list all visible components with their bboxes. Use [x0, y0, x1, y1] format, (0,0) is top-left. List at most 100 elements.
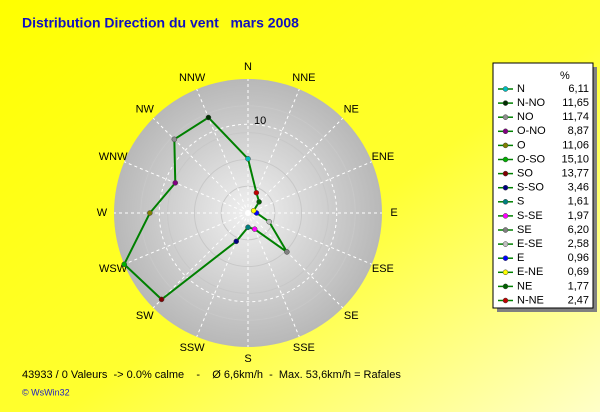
legend-label: O	[517, 139, 526, 151]
radar-marker	[256, 199, 262, 205]
legend-label: NE	[517, 280, 532, 292]
legend-marker	[502, 227, 509, 233]
radar-marker	[147, 210, 153, 216]
radar-marker	[245, 156, 251, 162]
chart-title: Distribution Direction du vent mars 2008	[22, 15, 299, 31]
legend-marker	[502, 142, 509, 149]
footer: 43933 / 0 Valeurs -> 0.0% calme - Ø 6,6k…	[22, 369, 401, 381]
legend-marker	[502, 184, 509, 191]
legend: N 6,11 N-NO 11,65 NO 11,74 O-NO 8,87 O 11,06 O-SO 1…	[498, 83, 589, 306]
radar-marker	[251, 226, 258, 232]
spoke	[247, 212, 300, 337]
spoke	[196, 89, 249, 214]
legend-label: N	[517, 83, 525, 95]
legend-marker	[502, 156, 509, 163]
axis-label: SE	[344, 310, 359, 322]
legend-value: 1,77	[568, 280, 589, 292]
legend-label: NO	[517, 111, 534, 123]
legend-label: SE	[517, 224, 532, 236]
radar-marker	[172, 180, 179, 186]
axis-label: E	[390, 207, 397, 219]
spoke	[152, 212, 249, 309]
legend-marker	[502, 213, 509, 219]
spoke	[247, 212, 344, 309]
legend-label: S-SO	[517, 182, 544, 194]
radar-marker	[266, 219, 272, 225]
legend-value: 3,46	[568, 182, 589, 194]
spoke	[124, 212, 249, 265]
legend-marker	[502, 283, 509, 290]
radar-marker	[284, 249, 290, 255]
legend-marker	[502, 297, 509, 304]
legend-value: 1,61	[568, 196, 589, 208]
radar-marker	[253, 189, 260, 196]
legend-value: 11,06	[562, 139, 589, 151]
legend-marker	[502, 255, 509, 261]
axis-label: W	[97, 207, 108, 219]
spoke	[247, 161, 372, 214]
legend-marker	[502, 128, 509, 135]
axis-label: SSE	[293, 342, 315, 354]
axis-label: WSW	[99, 263, 128, 275]
radar-marker	[245, 224, 251, 231]
legend-value: 2,47	[568, 294, 589, 306]
radar-marker	[171, 136, 178, 143]
legend-marker	[502, 170, 509, 177]
radar-band	[140, 105, 356, 321]
legend-value: 0,69	[568, 266, 589, 278]
axis-label: S	[244, 353, 251, 365]
legend-value: 6,20	[568, 224, 589, 236]
legend-label: E-NE	[517, 266, 543, 278]
legend-value: 11,74	[562, 111, 589, 123]
legend-marker	[502, 241, 509, 247]
spoke	[124, 161, 249, 214]
legend-label: SO	[517, 168, 533, 180]
radar-marker	[205, 114, 212, 121]
legend-label: S-SE	[517, 210, 543, 222]
legend-value: 8,87	[568, 125, 589, 137]
legend-value: 15,10	[561, 153, 589, 165]
legend-label: O-NO	[517, 125, 546, 137]
spoke	[152, 117, 249, 214]
legend-marker	[502, 114, 509, 120]
legend-label: E	[517, 252, 524, 264]
legend-value: 11,65	[562, 97, 589, 109]
legend-value: 2,58	[568, 238, 589, 250]
axis-label: ENE	[372, 151, 395, 163]
axis-label: SW	[136, 310, 154, 322]
legend-value: 13,77	[561, 168, 589, 180]
legend-marker	[502, 100, 509, 106]
legend-label: N-NO	[517, 97, 546, 109]
credit: © WsWin32	[22, 387, 70, 397]
axis-label: NW	[136, 104, 155, 116]
legend-marker	[502, 86, 509, 92]
spoke	[196, 212, 249, 337]
axis-label: NNE	[292, 72, 315, 84]
legend-label: O-SO	[517, 153, 546, 165]
legend-marker	[502, 199, 509, 205]
radar-marker	[233, 238, 239, 245]
spoke	[247, 212, 372, 265]
radar-marker	[250, 207, 257, 214]
legend-label: N-NE	[517, 294, 544, 306]
r-tick-label: 10	[254, 115, 266, 127]
grid-ring	[158, 123, 338, 303]
spoke	[247, 89, 300, 214]
axis-label: ESE	[372, 263, 394, 275]
axis-label: SSW	[180, 342, 206, 354]
legend-value: 1,97	[568, 210, 589, 222]
legend-title: %	[560, 70, 570, 82]
legend-value: 0,96	[568, 252, 589, 264]
radar-marker	[121, 261, 127, 268]
axis-label: WNW	[99, 151, 128, 163]
plot-area: 10 N NNE NE ENE E ESE SE SSE S SSW SW WSW W WNW NW NNW	[97, 61, 398, 365]
legend-label: S	[517, 196, 524, 208]
legend-value: 6,11	[568, 83, 589, 95]
axis-label: N	[244, 61, 252, 73]
spoke	[247, 117, 344, 214]
radar-marker	[158, 296, 165, 303]
axis-label: NNW	[179, 72, 206, 84]
axis-label: NE	[344, 104, 359, 116]
legend-marker	[502, 269, 509, 276]
